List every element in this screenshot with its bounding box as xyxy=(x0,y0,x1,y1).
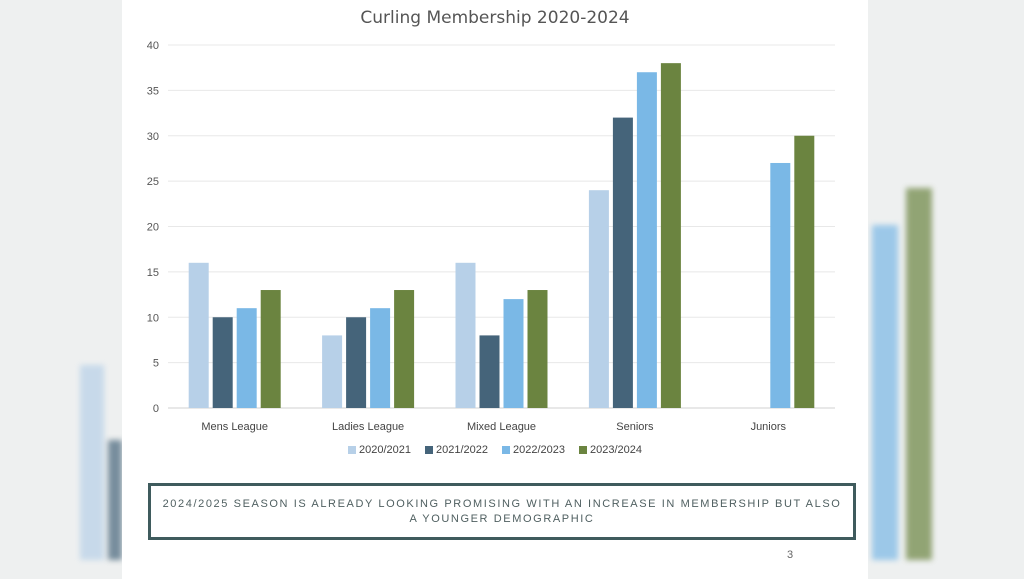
x-tick-label: Seniors xyxy=(616,421,654,433)
y-tick-label: 10 xyxy=(147,312,159,324)
y-tick-label: 25 xyxy=(147,176,159,188)
bar xyxy=(636,72,657,408)
bar xyxy=(346,317,367,408)
bar xyxy=(260,290,281,408)
bar xyxy=(322,335,343,408)
legend-label: 2020/2021 xyxy=(359,444,411,456)
bar xyxy=(770,162,791,408)
bar xyxy=(660,63,681,409)
legend-label: 2021/2022 xyxy=(436,444,488,456)
bar xyxy=(794,135,815,408)
y-tick-label: 20 xyxy=(147,222,159,234)
bar xyxy=(503,299,524,408)
bar xyxy=(527,290,548,408)
x-tick-label: Mens League xyxy=(201,421,268,433)
legend-swatch xyxy=(579,446,587,454)
bar xyxy=(588,190,609,408)
y-tick-label: 0 xyxy=(153,403,159,415)
background-blur-bar xyxy=(872,225,898,560)
legend-item: 2022/2023 xyxy=(502,444,565,456)
bar xyxy=(370,308,391,408)
legend-item: 2023/2024 xyxy=(579,444,642,456)
x-tick-label: Ladies League xyxy=(332,421,404,433)
page-number: 3 xyxy=(787,549,794,561)
bar-chart: 0 5 10 15 20 25 30 35 40 Mens League Ladies League… xyxy=(147,40,835,433)
note-box: 2024/2025 SEASON IS ALREADY LOOKING PROM… xyxy=(148,483,856,540)
x-tick-label: Juniors xyxy=(751,421,787,433)
y-tick-label: 30 xyxy=(147,131,159,143)
bar xyxy=(455,262,476,408)
legend-item: 2021/2022 xyxy=(425,444,488,456)
legend-swatch xyxy=(425,446,433,454)
background-blur-bar xyxy=(108,440,122,560)
legend-label: 2022/2023 xyxy=(513,444,565,456)
y-tick-label: 40 xyxy=(147,40,159,52)
legend: 2020/2021 2021/2022 2022/2023 2023/2024 xyxy=(122,444,868,456)
note-text: 2024/2025 SEASON IS ALREADY LOOKING PROM… xyxy=(162,497,842,525)
legend-label: 2023/2024 xyxy=(590,444,642,456)
background-blur-bar xyxy=(80,365,104,560)
y-tick-label: 35 xyxy=(147,85,159,97)
x-tick-label: Mixed League xyxy=(467,421,536,433)
bar xyxy=(479,335,500,408)
bar xyxy=(236,308,257,408)
bar xyxy=(188,262,209,408)
legend-item: 2020/2021 xyxy=(348,444,411,456)
legend-swatch xyxy=(348,446,356,454)
bar xyxy=(212,317,233,408)
y-tick-label: 5 xyxy=(153,358,159,370)
bar xyxy=(394,290,415,408)
bar xyxy=(612,117,633,408)
background-blur-bar xyxy=(906,188,932,560)
slide: Curling Membership 2020-2024 0 5 10 15 20 25 3… xyxy=(122,0,868,579)
legend-swatch xyxy=(502,446,510,454)
chart-title: Curling Membership 2020-2024 xyxy=(360,8,630,28)
y-tick-label: 15 xyxy=(147,267,159,279)
